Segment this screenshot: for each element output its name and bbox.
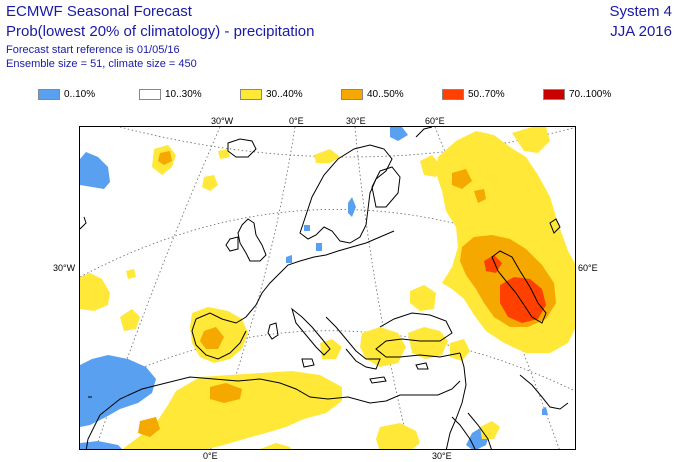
system-label: System 4 [609, 3, 672, 20]
legend-label: 10..30% [165, 89, 202, 100]
legend-label: 40..50% [367, 89, 404, 100]
title-line2: Prob(lowest 20% of climatology) - precip… [6, 23, 315, 40]
legend-label: 0..10% [64, 89, 96, 100]
legend-swatch [240, 89, 262, 100]
coastlines [80, 127, 569, 449]
lon-label-0e-top: 0°E [289, 116, 304, 126]
legend-swatch [341, 89, 363, 100]
season-label: JJA 2016 [610, 23, 672, 40]
legend-label: 50..70% [468, 89, 505, 100]
lon-label-60e-right: 60°E [578, 263, 598, 273]
legend-swatch [38, 89, 60, 100]
lon-label-0e-bottom: 0°E [203, 451, 218, 461]
lon-label-30w-left: 30°W [53, 263, 76, 273]
legend-swatch [139, 89, 161, 100]
lon-label-30w-top: 30°W [211, 116, 234, 126]
legend-swatch [442, 89, 464, 100]
forecast-start-text: Forecast start reference is 01/05/16 [6, 44, 180, 56]
ensemble-size-text: Ensemble size = 51, climate size = 450 [6, 58, 197, 70]
legend-label: 30..40% [266, 89, 303, 100]
lon-label-30e-top: 30°E [346, 116, 366, 126]
forecast-map [79, 126, 576, 450]
legend-swatch [543, 89, 565, 100]
shading-50-70 [484, 255, 546, 323]
legend-label: 70..100% [569, 89, 612, 100]
map-canvas [80, 127, 575, 449]
lon-label-60e-top: 60°E [425, 116, 445, 126]
title-line1: ECMWF Seasonal Forecast [6, 3, 192, 20]
lon-label-30e-bottom: 30°E [432, 451, 452, 461]
